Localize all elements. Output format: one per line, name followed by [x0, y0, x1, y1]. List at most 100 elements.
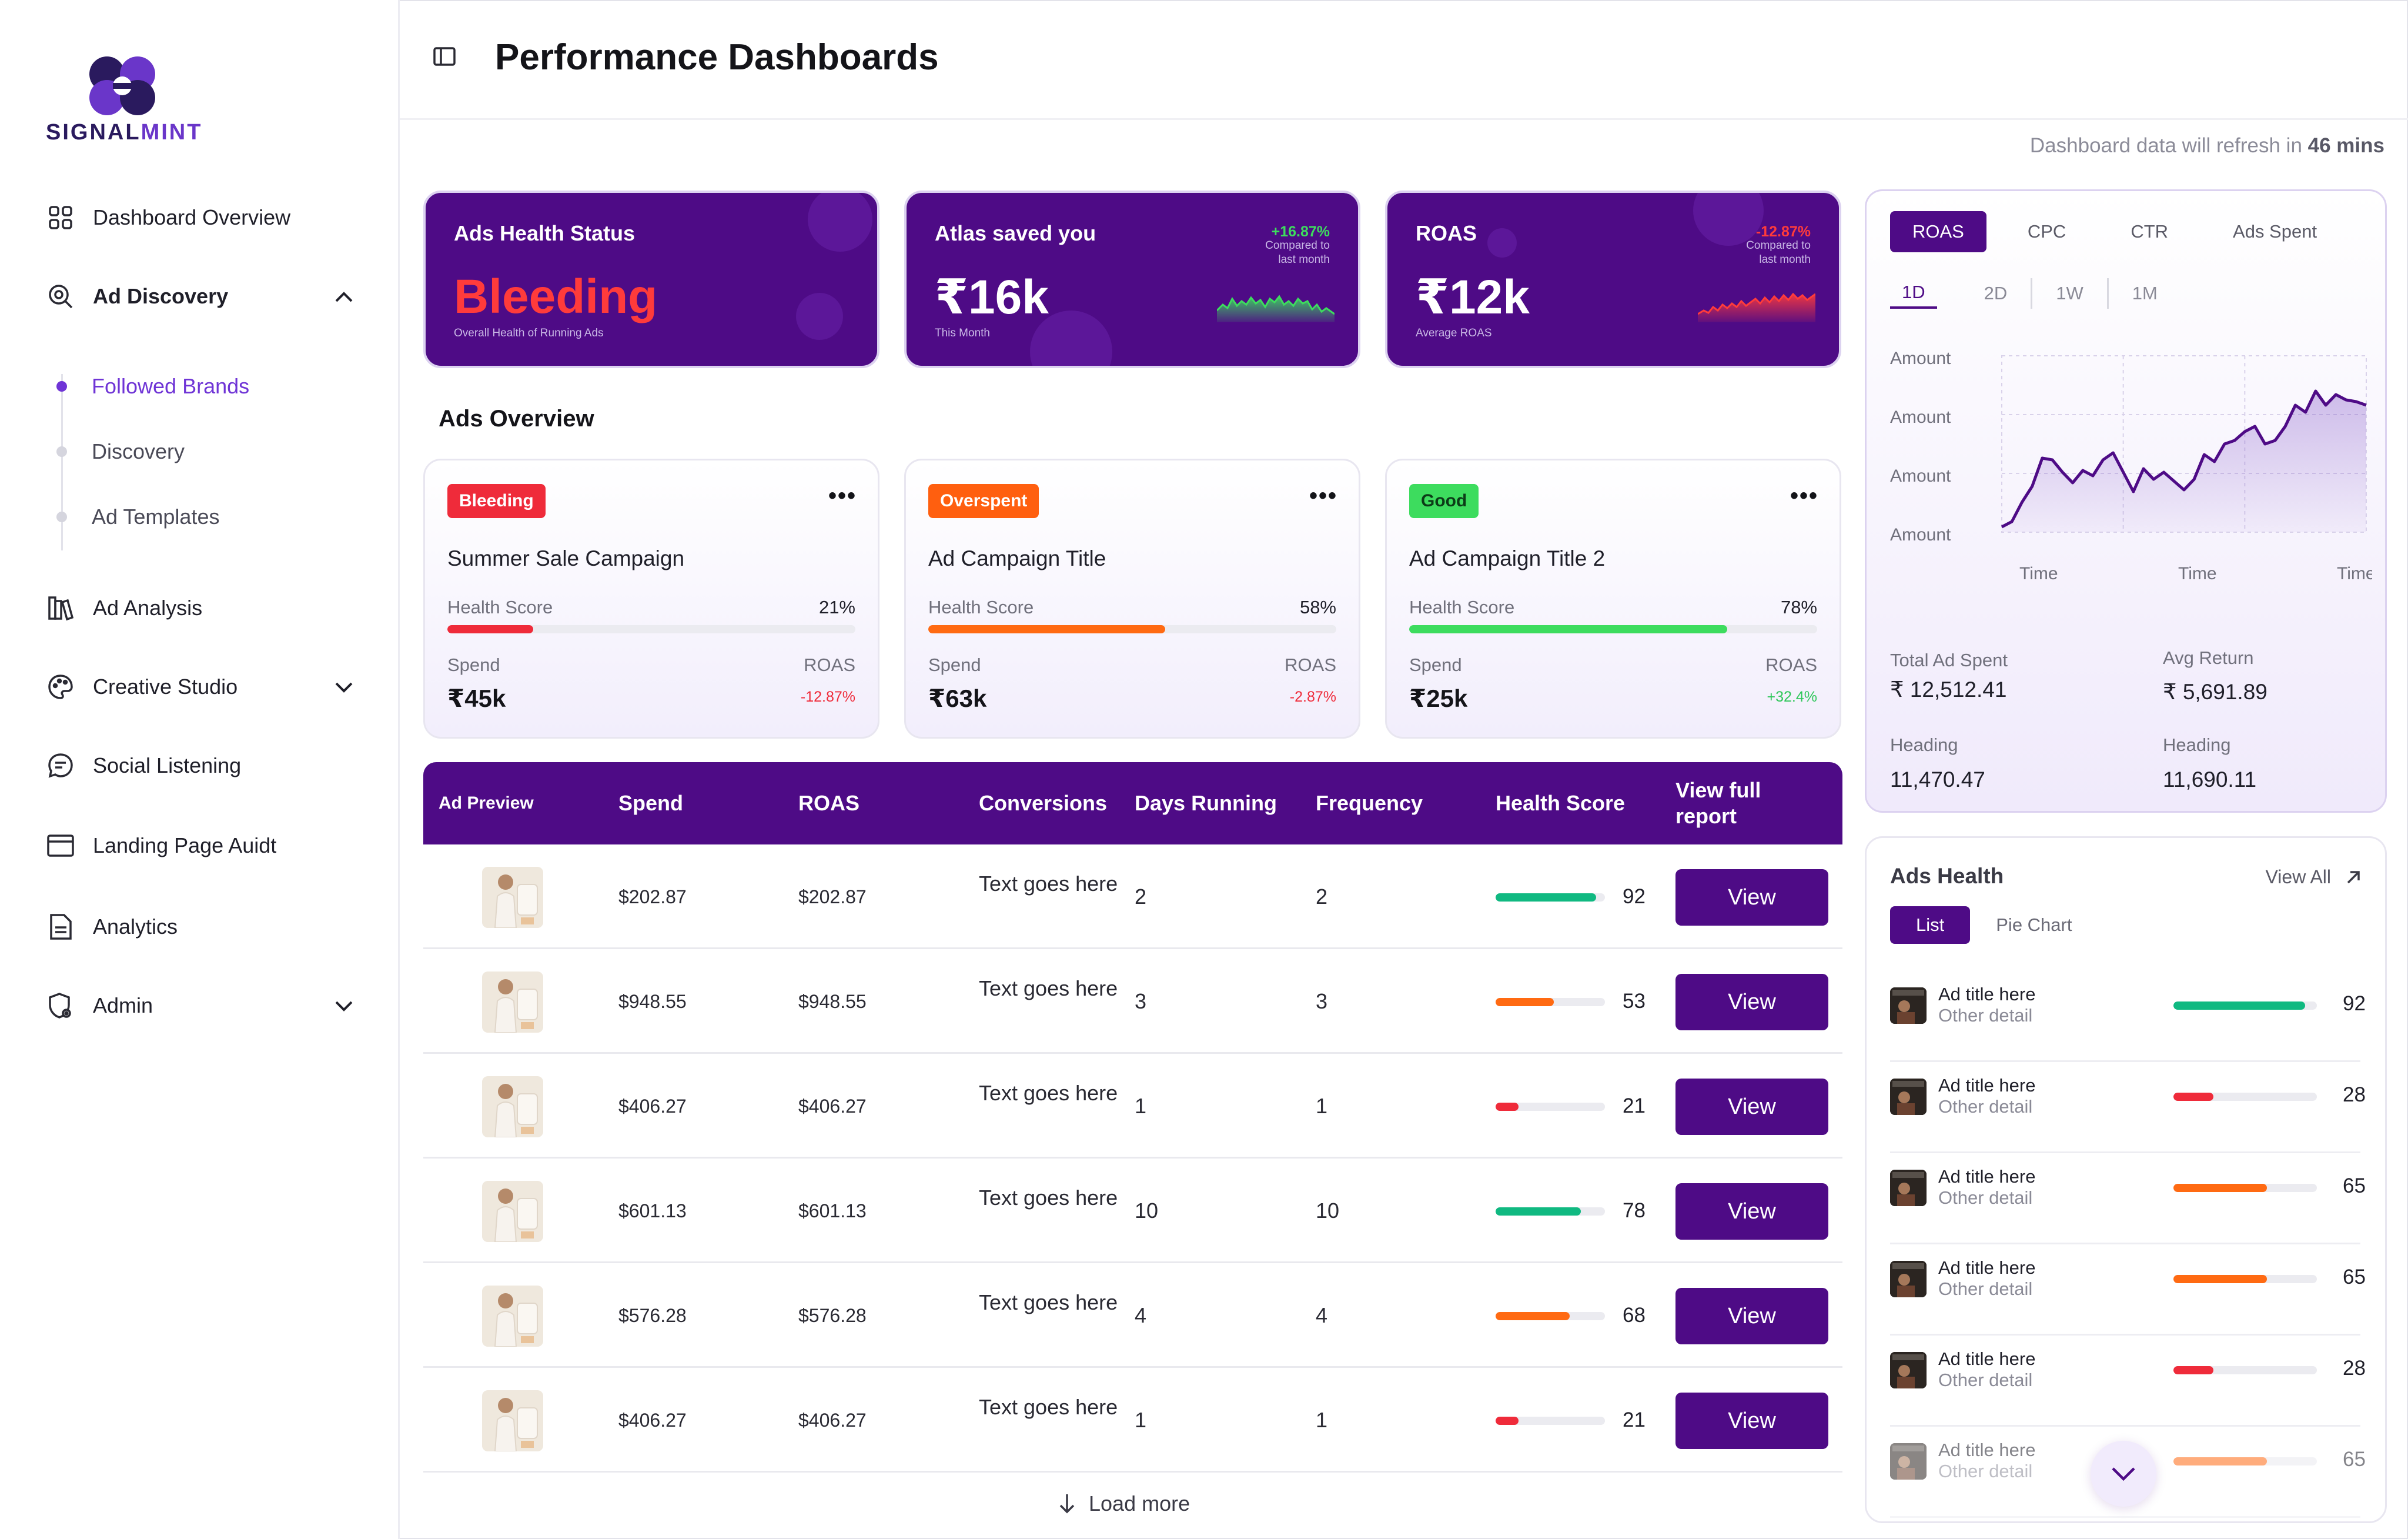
- sidebar-item-label: Admin: [93, 993, 153, 1017]
- list-item[interactable]: Ad title here Other detail 28: [1890, 1336, 2366, 1427]
- range-2d[interactable]: 2D: [1961, 278, 2033, 309]
- ad-thumbnail[interactable]: [482, 1390, 543, 1451]
- ad-thumbnail[interactable]: [482, 972, 543, 1033]
- list-item[interactable]: Ad title here Other detail 92: [1890, 971, 2366, 1062]
- health-score-label: Health Score: [1409, 597, 1515, 617]
- health-score-value: 68: [1623, 1304, 1646, 1327]
- tab-list[interactable]: List: [1890, 906, 1971, 944]
- health-score-value: 78: [1623, 1199, 1646, 1222]
- health-score-label: Health Score: [928, 597, 1034, 617]
- user-gear-icon: [46, 991, 75, 1020]
- sidebar-item-label: Dashboard Overview: [93, 205, 291, 229]
- range-1w[interactable]: 1W: [2032, 278, 2109, 309]
- view-report-button[interactable]: View: [1675, 869, 1828, 926]
- ad-detail: Other detail: [1938, 1461, 2033, 1481]
- ad-thumbnail: [1890, 1170, 1927, 1206]
- chevron-down-icon[interactable]: [329, 673, 359, 702]
- column-header[interactable]: Frequency: [1316, 791, 1423, 815]
- campaign-card[interactable]: Overspent ••• Ad Campaign Title Health S…: [904, 459, 1360, 739]
- submenu-dot: [56, 381, 67, 392]
- view-report-button[interactable]: View: [1675, 974, 1828, 1030]
- table-header: Ad Preview Spend ROAS Conversions Days R…: [423, 762, 1842, 844]
- column-header[interactable]: Health Score: [1496, 791, 1626, 815]
- submenu-track: [61, 374, 63, 550]
- sidebar: SIGNALMINT Dashboard Overview Ad Discove…: [0, 0, 400, 1539]
- refresh-notice: Dashboard data will refresh in 46 mins: [2029, 134, 2384, 157]
- column-header[interactable]: Conversions: [979, 791, 1108, 815]
- view-report-button[interactable]: View: [1675, 1079, 1828, 1135]
- brand-logo[interactable]: SIGNALMINT: [46, 51, 200, 145]
- status-badge: Overspent: [928, 484, 1039, 518]
- view-all-link[interactable]: View All: [2266, 866, 2362, 888]
- health-bar: [928, 625, 1336, 633]
- list-item[interactable]: Ad title here Other detail 28: [1890, 1062, 2366, 1153]
- range-1d[interactable]: 1D: [1890, 278, 1937, 309]
- roas-cell: $576.28: [798, 1304, 867, 1326]
- view-report-button[interactable]: View: [1675, 1288, 1828, 1344]
- tab-ctr[interactable]: CTR: [2131, 221, 2169, 242]
- heart-icon: [808, 193, 872, 252]
- sidebar-subitem-ad-templates[interactable]: Ad Templates: [92, 505, 220, 529]
- sidebar-toggle-icon[interactable]: [433, 45, 462, 74]
- y-tick-label: Amount: [1890, 466, 1951, 486]
- stat-label: ROAS: [1416, 221, 1477, 245]
- sidebar-item-creative-studio[interactable]: Creative Studio: [46, 669, 238, 705]
- view-report-button[interactable]: View: [1675, 1183, 1828, 1240]
- tab-pie-chart[interactable]: Pie Chart: [1996, 914, 2072, 935]
- spend-label: Spend: [928, 655, 981, 675]
- sidebar-subitem-followed-brands[interactable]: Followed Brands: [92, 374, 250, 398]
- sidebar-item-admin[interactable]: Admin: [46, 988, 153, 1023]
- table-row[interactable]: $948.55 $948.55 Text goes here 3 3 53 Vi…: [423, 949, 1842, 1054]
- chevron-up-icon[interactable]: [329, 282, 359, 312]
- ad-thumbnail[interactable]: [482, 867, 543, 928]
- list-item[interactable]: Ad title here Other detail 65: [1890, 1427, 2366, 1518]
- health-score-value: 21: [1623, 1408, 1646, 1431]
- list-item[interactable]: Ad title here Other detail 65: [1890, 1153, 2366, 1244]
- stat-card-ads-health[interactable]: Ads Health Status Bleeding Overall Healt…: [423, 191, 879, 368]
- stat-card-roas[interactable]: ROAS -12.87% Compared to last month ₹12k…: [1385, 191, 1841, 368]
- campaign-card[interactable]: Good ••• Ad Campaign Title 2 Health Scor…: [1385, 459, 1841, 739]
- more-options-icon[interactable]: •••: [1309, 483, 1337, 509]
- column-header[interactable]: Spend: [618, 791, 684, 815]
- health-bar: [1496, 998, 1605, 1006]
- ad-thumbnail[interactable]: [482, 1286, 543, 1347]
- campaign-card[interactable]: Bleeding ••• Summer Sale Campaign Health…: [423, 459, 879, 739]
- tab-cpc[interactable]: CPC: [2027, 221, 2066, 242]
- tab-ads-spent[interactable]: Ads Spent: [2233, 221, 2317, 242]
- chevron-down-icon[interactable]: [329, 991, 359, 1021]
- sidebar-item-ad-discovery[interactable]: Ad Discovery: [46, 279, 228, 314]
- range-1m[interactable]: 1M: [2132, 283, 2158, 303]
- stat-card-atlas-saved[interactable]: Atlas saved you +16.87% Compared to last…: [904, 191, 1360, 368]
- table-row[interactable]: $601.13 $601.13 Text goes here 10 10 78 …: [423, 1159, 1842, 1263]
- sidebar-item-analytics[interactable]: Analytics: [46, 909, 178, 944]
- ad-thumbnail[interactable]: [482, 1181, 543, 1242]
- roas-cell: $948.55: [798, 990, 867, 1012]
- more-options-icon[interactable]: •••: [1790, 483, 1818, 509]
- scroll-down-button[interactable]: [2091, 1441, 2156, 1507]
- view-report-button[interactable]: View: [1675, 1393, 1828, 1449]
- list-item[interactable]: Ad title here Other detail 65: [1890, 1244, 2366, 1336]
- health-bar: [447, 625, 855, 633]
- table-row[interactable]: $406.27 $406.27 Text goes here 1 1 21 Vi…: [423, 1368, 1842, 1473]
- sidebar-item-ad-analysis[interactable]: Ad Analysis: [46, 590, 202, 626]
- health-bar-fill: [2173, 1001, 2306, 1010]
- stat-value: ₹ 12,512.41: [1890, 677, 2007, 702]
- sidebar-item-landing-page-audit[interactable]: Landing Page Auidt: [46, 828, 276, 863]
- sidebar-item-social-listening[interactable]: Social Listening: [46, 748, 241, 783]
- submenu-dot: [56, 446, 67, 457]
- sidebar-item-dashboard-overview[interactable]: Dashboard Overview: [46, 200, 290, 235]
- ad-thumbnail[interactable]: [482, 1076, 543, 1137]
- table-row[interactable]: $576.28 $576.28 Text goes here 4 4 68 Vi…: [423, 1263, 1842, 1368]
- ads-health-panel: Ads Health View All List Pie Chart Ad ti…: [1865, 836, 2387, 1523]
- column-header[interactable]: Days Running: [1135, 791, 1277, 815]
- table-row[interactable]: $406.27 $406.27 Text goes here 1 1 21 Vi…: [423, 1054, 1842, 1159]
- more-options-icon[interactable]: •••: [828, 483, 857, 509]
- column-header[interactable]: ROAS: [798, 791, 860, 815]
- sidebar-subitem-discovery[interactable]: Discovery: [92, 439, 185, 463]
- spend-cell: $202.87: [618, 886, 687, 907]
- frequency-cell: 3: [1316, 989, 1328, 1013]
- tab-roas[interactable]: ROAS: [1890, 211, 1986, 252]
- sidebar-item-label: Analytics: [93, 914, 178, 939]
- table-row[interactable]: $202.87 $202.87 Text goes here 2 2 92 Vi…: [423, 844, 1842, 949]
- load-more-button[interactable]: Load more: [1058, 1491, 1190, 1516]
